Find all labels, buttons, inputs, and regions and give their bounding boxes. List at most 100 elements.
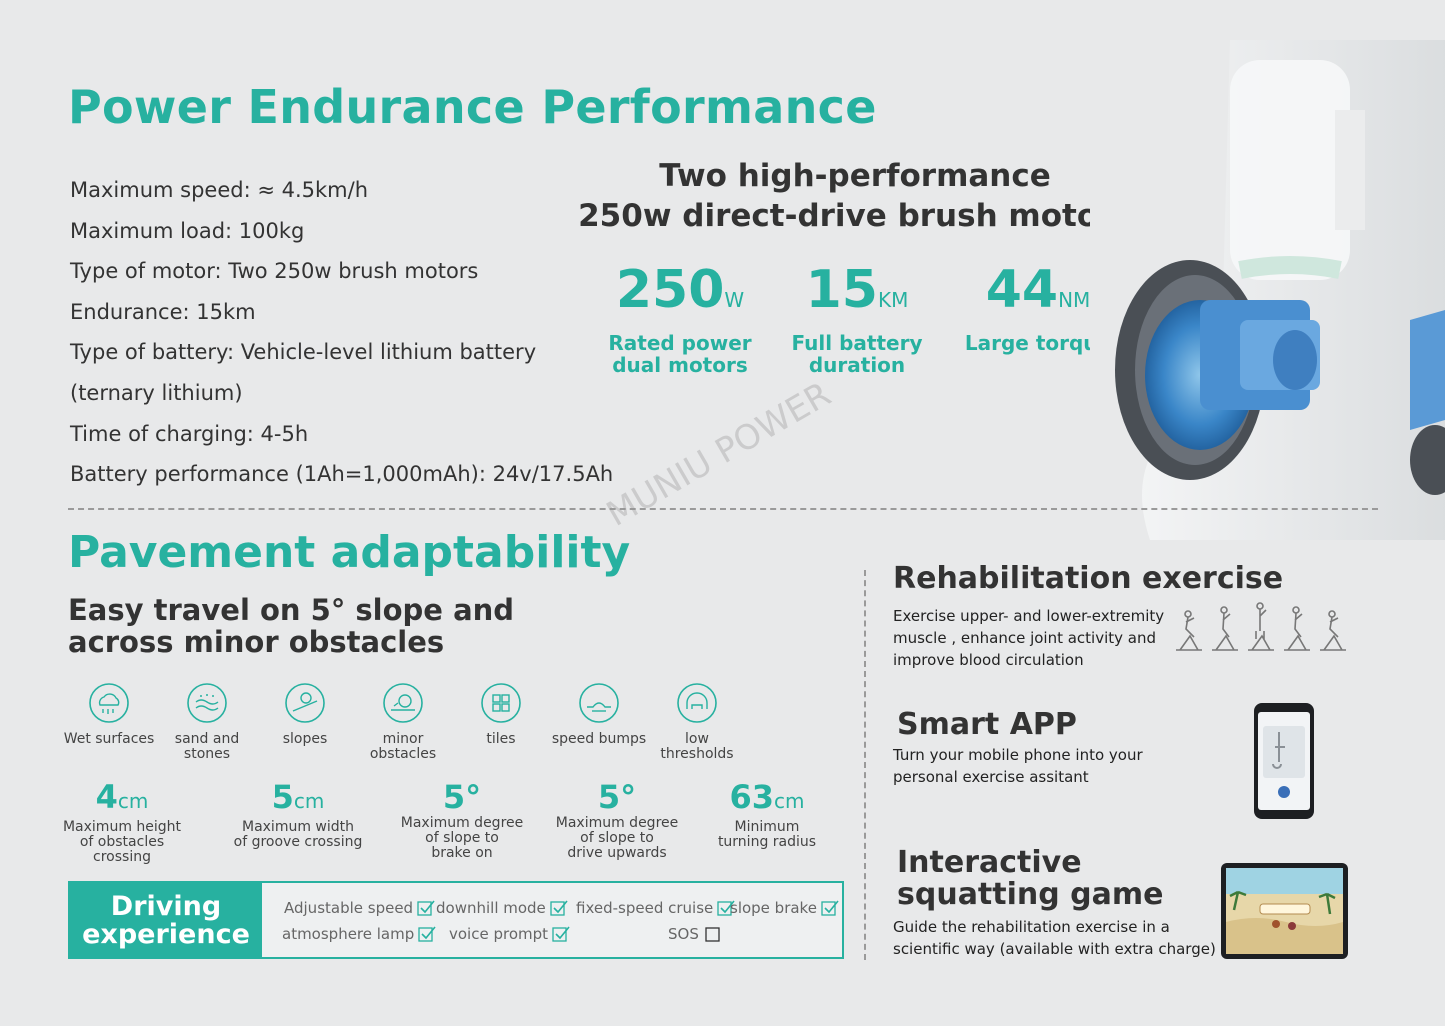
metric-value: 63 xyxy=(729,778,775,816)
surface-thresholds: low thresholds xyxy=(647,682,747,762)
stat-value: 15 xyxy=(805,260,878,320)
stat-torque: 44NM Large torque xyxy=(958,258,1118,354)
section-title-power: Power Endurance Performance xyxy=(68,80,877,134)
spec-line: Time of charging: 4-5h xyxy=(70,421,309,446)
surface-slopes: slopes xyxy=(255,682,355,747)
pavement-subtitle: Easy travel on 5° slope and across minor… xyxy=(68,594,514,658)
checked-box-icon xyxy=(717,900,735,916)
stat-value: 250 xyxy=(615,260,725,320)
stat-unit: KM xyxy=(878,288,909,312)
feature-label: fixed-speed cruise xyxy=(576,899,714,917)
feature-label: Adjustable speed xyxy=(284,899,414,917)
feature-adjustable-speed: Adjustable speed xyxy=(284,899,435,917)
app-description: Turn your mobile phone into your persona… xyxy=(893,744,1143,788)
driving-experience-box: Driving experience Adjustable speed down… xyxy=(68,881,844,959)
stat-unit: NM xyxy=(1058,288,1091,312)
driving-label-line: experience xyxy=(82,919,250,950)
motor-heading: Two high-performance 250w direct-drive b… xyxy=(560,156,1150,236)
metric-caption: of obstacles xyxy=(79,834,165,850)
unchecked-box-icon xyxy=(705,927,720,942)
metric-caption: of slope to xyxy=(425,830,499,846)
spec-line: Type of battery: Vehicle-level lithium b… xyxy=(70,340,537,365)
feature-atmosphere-lamp: atmosphere lamp xyxy=(282,925,436,943)
surface-label: speed bumps xyxy=(551,731,647,747)
threshold-icon xyxy=(677,683,717,723)
game-title-line: squatting game xyxy=(897,877,1164,912)
metric-caption: Minimum xyxy=(734,819,800,835)
app-text-line: Turn your mobile phone into your xyxy=(893,746,1143,764)
stat-unit: W xyxy=(724,288,745,312)
metric-caption: of slope to xyxy=(580,830,654,846)
metric-unit: cm xyxy=(774,789,805,813)
feature-downhill-mode: downhill mode xyxy=(436,899,568,917)
surface-obstacles: minor obstacles xyxy=(353,682,453,762)
metric-brake-slope: 5° Maximum degree of slope to brake on xyxy=(377,778,547,861)
column-divider xyxy=(864,570,866,960)
surface-label: sand and xyxy=(174,731,240,747)
feature-label: voice prompt xyxy=(449,925,549,943)
watermark-text: MUNIU POWER xyxy=(600,374,838,535)
surface-tiles: tiles xyxy=(451,682,551,747)
feature-slope-brake: slope brake xyxy=(730,899,839,917)
rehab-text-line: improve blood circulation xyxy=(893,651,1084,669)
metric-caption: drive upwards xyxy=(567,845,667,861)
metric-unit: cm xyxy=(117,789,149,813)
spec-line: Maximum load: 100kg xyxy=(70,218,305,243)
metric-caption: Maximum degree xyxy=(555,815,679,831)
stat-caption: duration xyxy=(808,353,906,377)
metric-value: 4 xyxy=(95,778,118,816)
surface-label: Wet surfaces xyxy=(63,731,155,747)
spec-line: Battery performance (1Ah=1,000mAh): 24v/… xyxy=(70,462,614,487)
metric-value: 5° xyxy=(442,778,482,816)
section-divider xyxy=(68,508,1378,510)
smartphone-app-image xyxy=(1254,703,1314,819)
metric-groove-width: 5cm Maximum width of groove crossing xyxy=(213,778,383,850)
stat-battery-duration: 15KM Full battery duration xyxy=(777,258,937,376)
driving-experience-label: Driving experience xyxy=(70,883,262,957)
app-text-line: personal exercise assitant xyxy=(893,768,1089,786)
stat-caption: dual motors xyxy=(612,353,748,377)
rehab-description: Exercise upper- and lower-extremity musc… xyxy=(893,605,1164,671)
tablet-game-image xyxy=(1221,863,1348,959)
metric-caption: brake on xyxy=(431,845,493,861)
metric-value: 5° xyxy=(597,778,637,816)
checked-box-icon xyxy=(418,926,436,942)
surface-speed-bumps: speed bumps xyxy=(549,682,649,747)
surface-label: thresholds xyxy=(660,746,734,762)
speed-bump-icon xyxy=(579,683,619,723)
surface-label: tiles xyxy=(486,731,516,747)
rehab-title: Rehabilitation exercise xyxy=(893,561,1284,596)
game-text-line: scientific way (available with extra cha… xyxy=(893,940,1216,958)
spec-line: (ternary lithium) xyxy=(70,380,243,405)
surface-label: minor xyxy=(382,731,424,747)
metric-obstacle-height: 4cm Maximum height of obstacles crossing xyxy=(37,778,207,865)
surface-wet: Wet surfaces xyxy=(59,682,159,747)
feature-label: SOS xyxy=(668,925,699,943)
driving-label-line: Driving xyxy=(110,891,222,922)
feature-fixed-speed-cruise: fixed-speed cruise xyxy=(576,899,735,917)
motor-heading-line: Two high-performance xyxy=(659,158,1051,194)
motor-product-image xyxy=(1090,40,1445,540)
metric-value: 5 xyxy=(271,778,294,816)
rehab-text-line: muscle , enhance joint activity and xyxy=(893,629,1157,647)
slope-icon xyxy=(285,683,325,723)
surface-sand: sand and stones xyxy=(157,682,257,762)
checked-box-icon xyxy=(552,926,570,942)
metric-caption: Maximum height xyxy=(62,819,182,835)
stat-caption: Rated power xyxy=(608,331,752,355)
spec-line: Maximum speed: ≈ 4.5km/h xyxy=(70,178,369,202)
feature-sos: SOS xyxy=(668,925,721,943)
exercise-figures-image xyxy=(1176,602,1346,651)
checked-box-icon xyxy=(550,900,568,916)
metric-caption: crossing xyxy=(93,849,151,865)
metric-caption: Maximum degree xyxy=(400,815,524,831)
metric-caption: turning radius xyxy=(717,834,817,850)
stat-rated-power: 250W Rated power dual motors xyxy=(600,258,760,376)
game-text-line: Guide the rehabilitation exercise in a xyxy=(893,918,1170,936)
game-title-line: Interactive xyxy=(897,845,1082,880)
spec-line: Endurance: 15km xyxy=(70,299,256,324)
motor-heading-line: 250w direct-drive brush motors xyxy=(578,198,1132,234)
pavement-subtitle-line: across minor obstacles xyxy=(68,625,445,659)
surface-label: slopes xyxy=(282,731,328,747)
surface-label: stones xyxy=(183,746,231,762)
